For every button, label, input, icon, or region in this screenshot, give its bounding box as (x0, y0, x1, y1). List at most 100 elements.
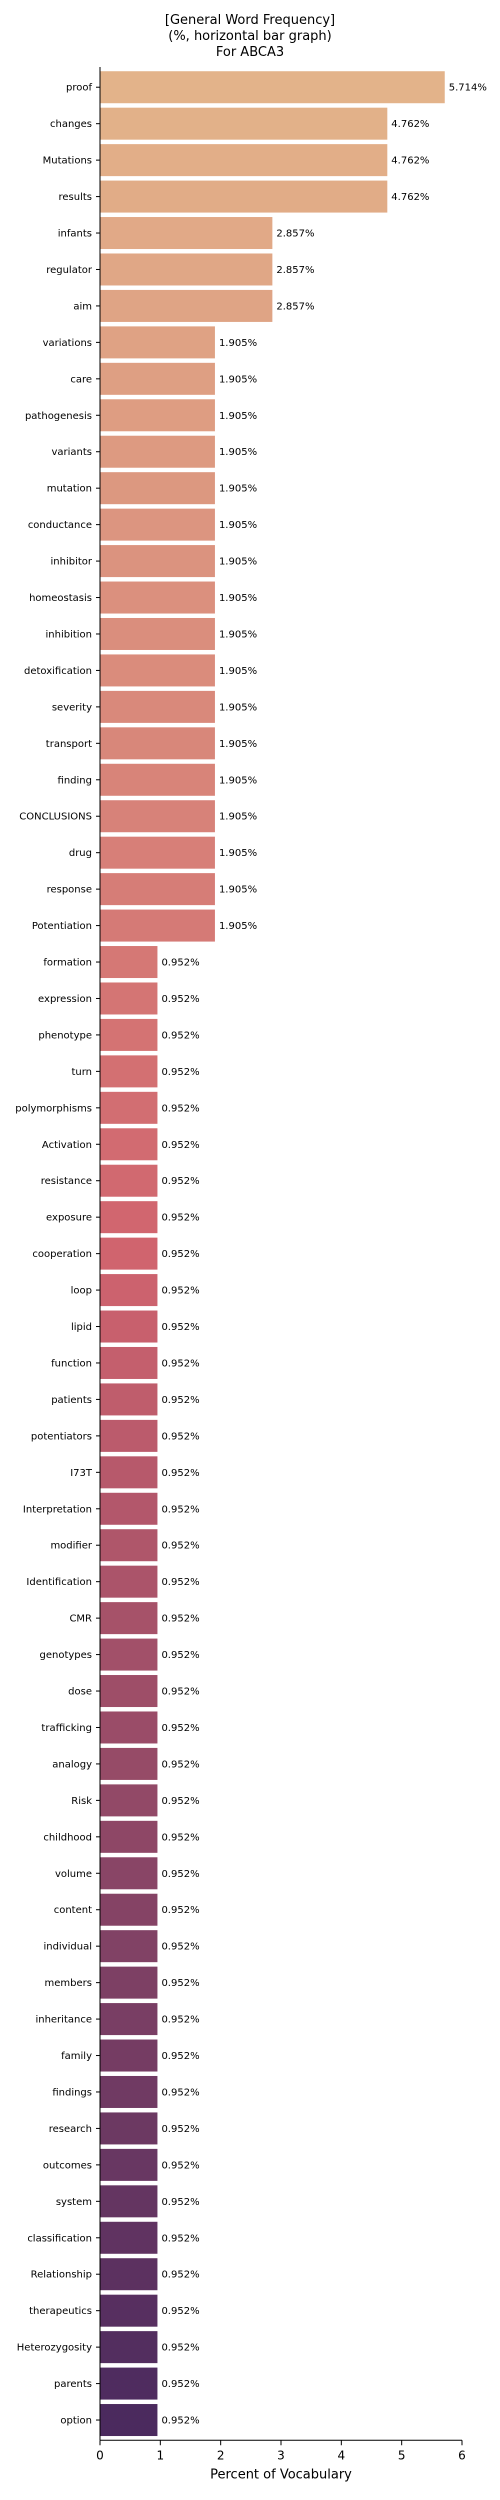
bar (100, 1274, 158, 1307)
bar (100, 2003, 158, 2036)
bar (100, 581, 215, 614)
data-label: 2.857% (276, 265, 314, 276)
data-label: 5.714% (449, 83, 487, 94)
bar (100, 909, 215, 942)
y-tick-label: classification (27, 2233, 92, 2244)
y-tick-label: response (47, 885, 92, 896)
data-label: 1.905% (219, 921, 257, 932)
y-tick-label: variants (51, 447, 92, 458)
y-tick-label: dose (68, 1687, 92, 1698)
y-tick-label: outcomes (43, 2160, 92, 2171)
data-label: 0.952% (161, 1286, 199, 1297)
bar (100, 727, 215, 760)
y-tick-label: severity (52, 702, 92, 713)
data-label: 0.952% (161, 1176, 199, 1187)
bar (100, 1675, 158, 1708)
y-tick-label: inhibition (45, 629, 92, 640)
x-tick-label: 0 (96, 2448, 104, 2462)
bar (100, 617, 215, 650)
data-label: 0.952% (161, 1358, 199, 1369)
data-label: 0.952% (161, 2015, 199, 2026)
bar (100, 144, 388, 177)
data-label: 0.952% (161, 2416, 199, 2427)
bar (100, 1893, 158, 1926)
bar (100, 1055, 158, 1088)
y-tick-label: CONCLUSIONS (19, 812, 92, 823)
y-tick-label: volume (55, 1869, 92, 1880)
data-label: 1.905% (219, 374, 257, 385)
bar (100, 1128, 158, 1161)
data-label: 1.905% (219, 702, 257, 713)
data-label: 0.952% (161, 1468, 199, 1479)
y-tick-label: transport (46, 739, 92, 750)
data-label: 2.857% (276, 229, 314, 240)
bar (100, 836, 215, 869)
y-tick-label: detoxification (24, 666, 92, 677)
bar (100, 1529, 158, 1562)
bar (100, 1456, 158, 1489)
data-label: 0.952% (161, 1832, 199, 1843)
data-label: 1.905% (219, 338, 257, 349)
y-tick-label: proof (66, 83, 92, 94)
bar (100, 1857, 158, 1890)
data-label: 0.952% (161, 1650, 199, 1661)
bar (100, 1930, 158, 1963)
data-label: 1.905% (219, 666, 257, 677)
y-tick-label: potentiators (31, 1431, 92, 1442)
x-axis-label: Percent of Vocabulary (210, 2467, 352, 2482)
y-tick-label: expression (38, 994, 92, 1005)
data-label: 0.952% (161, 2379, 199, 2390)
data-label: 1.905% (219, 411, 257, 422)
data-label: 0.952% (161, 2160, 199, 2171)
bar (100, 2185, 158, 2218)
bar (100, 326, 215, 359)
bar (100, 2258, 158, 2291)
bar (100, 1346, 158, 1379)
data-label: 1.905% (219, 848, 257, 859)
data-label: 1.905% (219, 557, 257, 568)
bar (100, 2075, 158, 2108)
y-tick-label: function (51, 1358, 92, 1369)
bar (100, 1711, 158, 1744)
data-label: 0.952% (161, 2197, 199, 2208)
bar (100, 362, 215, 395)
y-tick-label: finding (58, 775, 92, 786)
y-tick-label: loop (71, 1286, 92, 1297)
data-label: 0.952% (161, 1067, 199, 1078)
bar (100, 2294, 158, 2327)
chart-title-line-1: [General Word Frequency] (164, 13, 336, 28)
y-tick-label: trafficking (41, 1723, 92, 1734)
bar (100, 253, 273, 286)
y-tick-label: individual (43, 1942, 92, 1953)
data-label: 1.905% (219, 593, 257, 604)
y-tick-label: drug (69, 848, 92, 859)
bar (100, 1383, 158, 1416)
y-tick-label: conductance (28, 520, 92, 531)
y-tick-label: inhibitor (50, 557, 92, 568)
data-label: 1.905% (219, 885, 257, 896)
x-tick-label: 4 (338, 2448, 346, 2462)
bar (100, 399, 215, 432)
data-label: 0.952% (161, 1322, 199, 1333)
bar (100, 2148, 158, 2181)
data-label: 0.952% (161, 1723, 199, 1734)
data-label: 0.952% (161, 1577, 199, 1588)
y-tick-label: phenotype (38, 1030, 92, 1041)
bar (100, 472, 215, 505)
bar (100, 873, 215, 906)
x-tick-label: 2 (217, 2448, 225, 2462)
y-tick-label: cooperation (32, 1249, 92, 1260)
bar (100, 2221, 158, 2254)
y-tick-label: findings (52, 2087, 92, 2098)
data-label: 0.952% (161, 2343, 199, 2354)
data-label: 1.905% (219, 447, 257, 458)
y-tick-label: variations (43, 338, 92, 349)
y-tick-label: regulator (46, 265, 93, 276)
bar (100, 1492, 158, 1525)
bar (100, 1747, 158, 1780)
y-tick-label: inheritance (35, 2015, 92, 2026)
y-tick-label: therapeutics (29, 2306, 92, 2317)
y-tick-label: analogy (52, 1759, 92, 1770)
y-tick-label: turn (71, 1067, 92, 1078)
data-label: 1.905% (219, 520, 257, 531)
